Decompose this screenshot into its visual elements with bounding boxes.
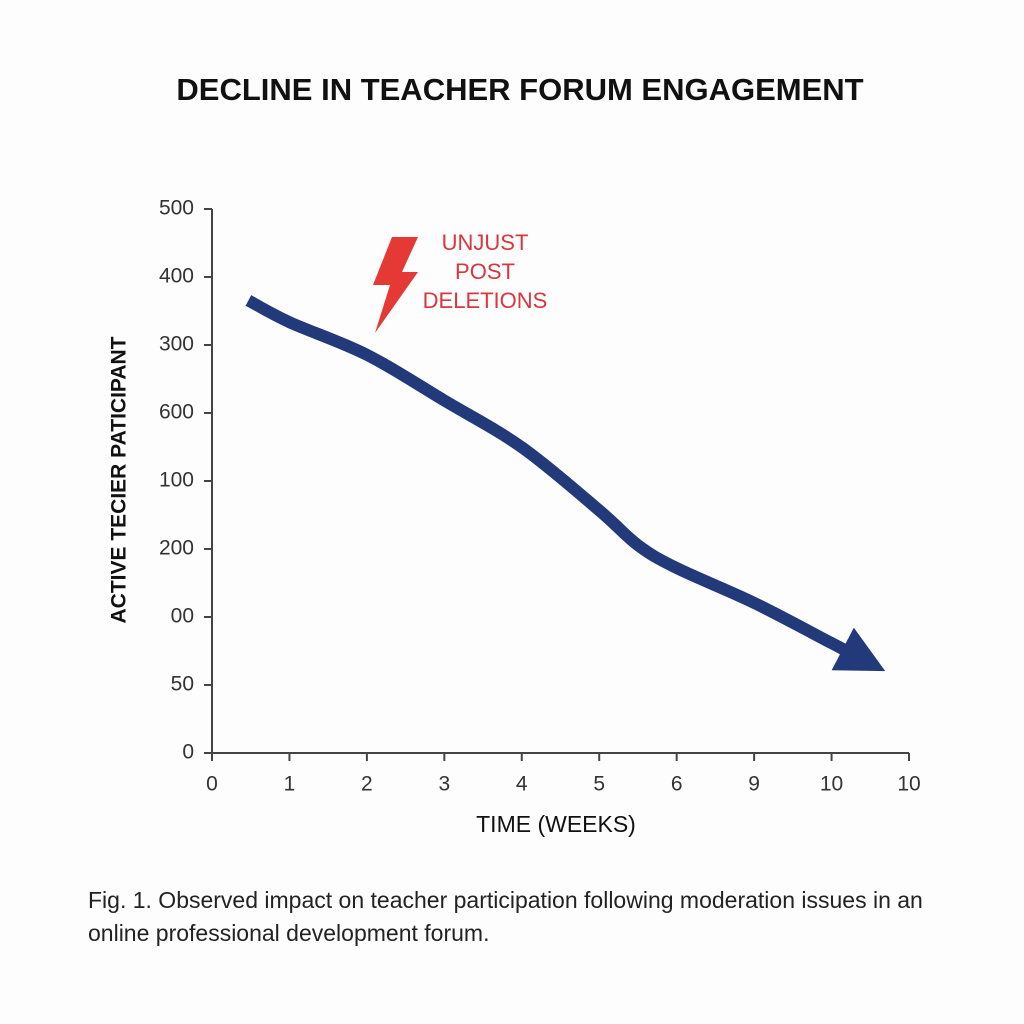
y-tick-label: 200 <box>159 537 194 560</box>
x-tick-label: 10 <box>820 773 843 796</box>
y-tick-label: 50 <box>171 673 194 696</box>
line-series <box>245 295 886 672</box>
x-tick-label: 4 <box>516 773 528 796</box>
x-tick-label: 2 <box>361 773 373 796</box>
x-tick-label: 3 <box>438 773 450 796</box>
chart-title: DECLINE IN TEACHER FORUM ENGAGEMENT <box>176 72 863 107</box>
x-tick-label: 0 <box>206 773 218 796</box>
annotation: UNJUST <box>442 230 529 255</box>
x-tick-label: 6 <box>671 773 683 796</box>
x-tick-label: 10 <box>897 773 920 796</box>
annotation: POST <box>455 259 515 284</box>
y-tick-label: 500 <box>159 197 194 220</box>
y-tick-label: 100 <box>159 469 194 492</box>
y-tick-label: 400 <box>159 265 194 288</box>
x-axis-label: TIME (WEEKS) <box>476 811 636 837</box>
y-tick-label: 300 <box>159 333 194 356</box>
y-axis-label: ACTIVE TECIER PATICIPANT <box>108 336 131 623</box>
x-tick-label: 5 <box>593 773 605 796</box>
y-tick-label: 00 <box>171 605 194 628</box>
x-tick-label: 1 <box>284 773 296 796</box>
y-tick-label: 0 <box>182 741 194 764</box>
y-tick-label: 600 <box>159 401 194 424</box>
lightning-icon <box>373 237 418 333</box>
x-tick-label: 9 <box>748 773 760 796</box>
caption: Fig. 1. Observed impact on teacher parti… <box>88 887 923 946</box>
annotation: DELETIONS <box>423 288 548 313</box>
